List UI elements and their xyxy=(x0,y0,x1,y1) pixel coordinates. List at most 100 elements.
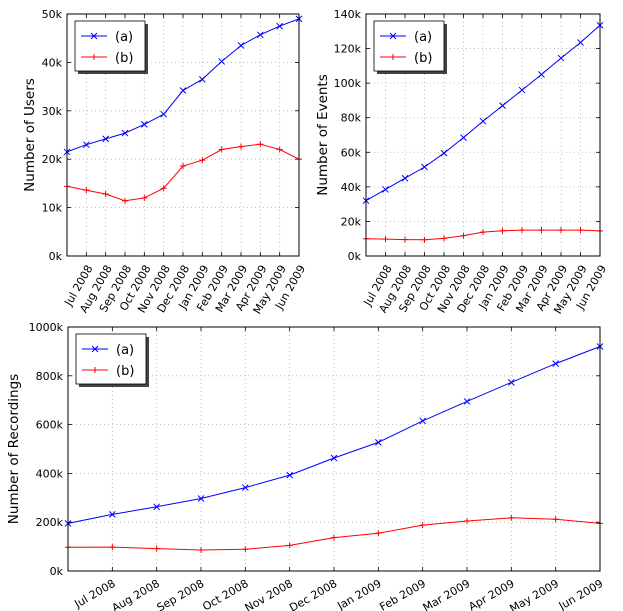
data-point xyxy=(508,514,515,521)
legend-label: (b) xyxy=(115,51,133,66)
data-point xyxy=(419,522,426,529)
legend-box xyxy=(74,20,146,72)
legend-item: (a) xyxy=(81,30,133,45)
data-point xyxy=(401,174,409,182)
y-tick-label: 100k xyxy=(334,77,362,90)
plot-frame xyxy=(67,326,601,572)
data-point xyxy=(241,484,249,491)
legend-item: (b) xyxy=(81,51,133,66)
data-point xyxy=(330,454,338,462)
y-tick-label: 40k xyxy=(341,181,362,194)
data-point xyxy=(463,398,471,405)
x-tick-label: Nov 2008 xyxy=(243,577,295,611)
data-point xyxy=(538,71,545,78)
gridlines xyxy=(68,327,600,571)
data-point xyxy=(122,197,128,204)
legend-label: (b) xyxy=(116,364,134,379)
legend-box xyxy=(373,20,445,72)
y-tick-label: 0k xyxy=(49,250,63,263)
data-point xyxy=(375,530,382,537)
data-point xyxy=(419,417,427,425)
plot-frame xyxy=(66,13,300,257)
series-b xyxy=(64,141,302,204)
x-tick-label: Aug 2008 xyxy=(110,577,162,611)
legend: (a) (b) xyxy=(75,333,149,387)
data-point xyxy=(121,129,129,137)
series-a xyxy=(362,21,604,205)
legend-label: (a) xyxy=(414,30,432,45)
data-point xyxy=(256,31,264,39)
series-b xyxy=(65,514,603,554)
y-tick-label: 800k xyxy=(36,370,64,383)
ticks xyxy=(365,13,601,257)
legend-box xyxy=(75,333,147,385)
y-tick-label: 600k xyxy=(36,419,64,432)
data-point xyxy=(499,227,506,234)
data-point xyxy=(464,517,470,524)
data-point xyxy=(237,42,245,49)
data-point xyxy=(199,157,206,164)
data-point xyxy=(499,102,506,109)
y-axis-label: Number of Events xyxy=(315,74,331,196)
data-point xyxy=(218,146,225,153)
x-tick-label: Jun 2009 xyxy=(556,577,606,611)
plot-frame xyxy=(365,13,601,257)
data-point xyxy=(102,135,110,143)
data-point xyxy=(286,471,294,479)
y-axis-label: Number of Recordings xyxy=(6,374,22,524)
x-tick-label: May 2009 xyxy=(508,577,561,611)
y-tick-label: 20k xyxy=(341,215,362,228)
y-tick-label: 1000k xyxy=(29,321,64,334)
data-point xyxy=(238,143,244,150)
data-point xyxy=(141,194,148,201)
data-point xyxy=(374,439,382,446)
legend-item: (a) xyxy=(82,343,134,358)
data-point xyxy=(160,185,167,192)
legend-item: (b) xyxy=(380,51,432,66)
legend-item: (b) xyxy=(82,364,134,379)
y-tick-label: 120k xyxy=(334,43,362,56)
data-point xyxy=(331,534,337,541)
y-tick-label: 20k xyxy=(42,153,63,166)
data-point xyxy=(552,360,560,367)
data-point xyxy=(276,146,283,153)
data-point xyxy=(402,236,408,243)
legend: (a) (b) xyxy=(74,20,148,74)
data-point xyxy=(557,54,565,62)
y-axis-label: Number of Users xyxy=(22,78,38,192)
data-point xyxy=(552,516,559,523)
x-tick-label: Jan 2009 xyxy=(334,577,383,611)
data-point xyxy=(440,149,448,157)
legend-label: (b) xyxy=(414,51,432,66)
data-point xyxy=(480,229,486,236)
legend-label: (a) xyxy=(115,30,133,45)
data-point xyxy=(460,134,467,141)
x-tick-label: Mar 2009 xyxy=(421,577,473,611)
y-tick-label: 60k xyxy=(341,146,362,159)
data-point xyxy=(558,227,564,234)
data-point xyxy=(108,511,116,518)
data-point xyxy=(421,236,428,243)
data-point xyxy=(382,186,389,193)
data-point xyxy=(198,75,206,83)
series-line xyxy=(66,143,300,202)
data-point xyxy=(160,110,168,118)
x-tick-label: Dec 2008 xyxy=(287,577,339,611)
data-point xyxy=(519,227,525,234)
y-tick-label: 40k xyxy=(42,56,63,69)
data-point xyxy=(153,503,161,511)
data-point xyxy=(538,227,545,234)
legend-label: (a) xyxy=(116,343,134,358)
data-point xyxy=(102,191,109,198)
data-point xyxy=(276,22,284,30)
y-tick-label: 30k xyxy=(42,105,63,118)
y-tick-label: 50k xyxy=(42,8,63,21)
data-point xyxy=(179,87,187,94)
data-point xyxy=(197,495,205,502)
data-point xyxy=(479,117,487,125)
data-point xyxy=(577,227,584,234)
